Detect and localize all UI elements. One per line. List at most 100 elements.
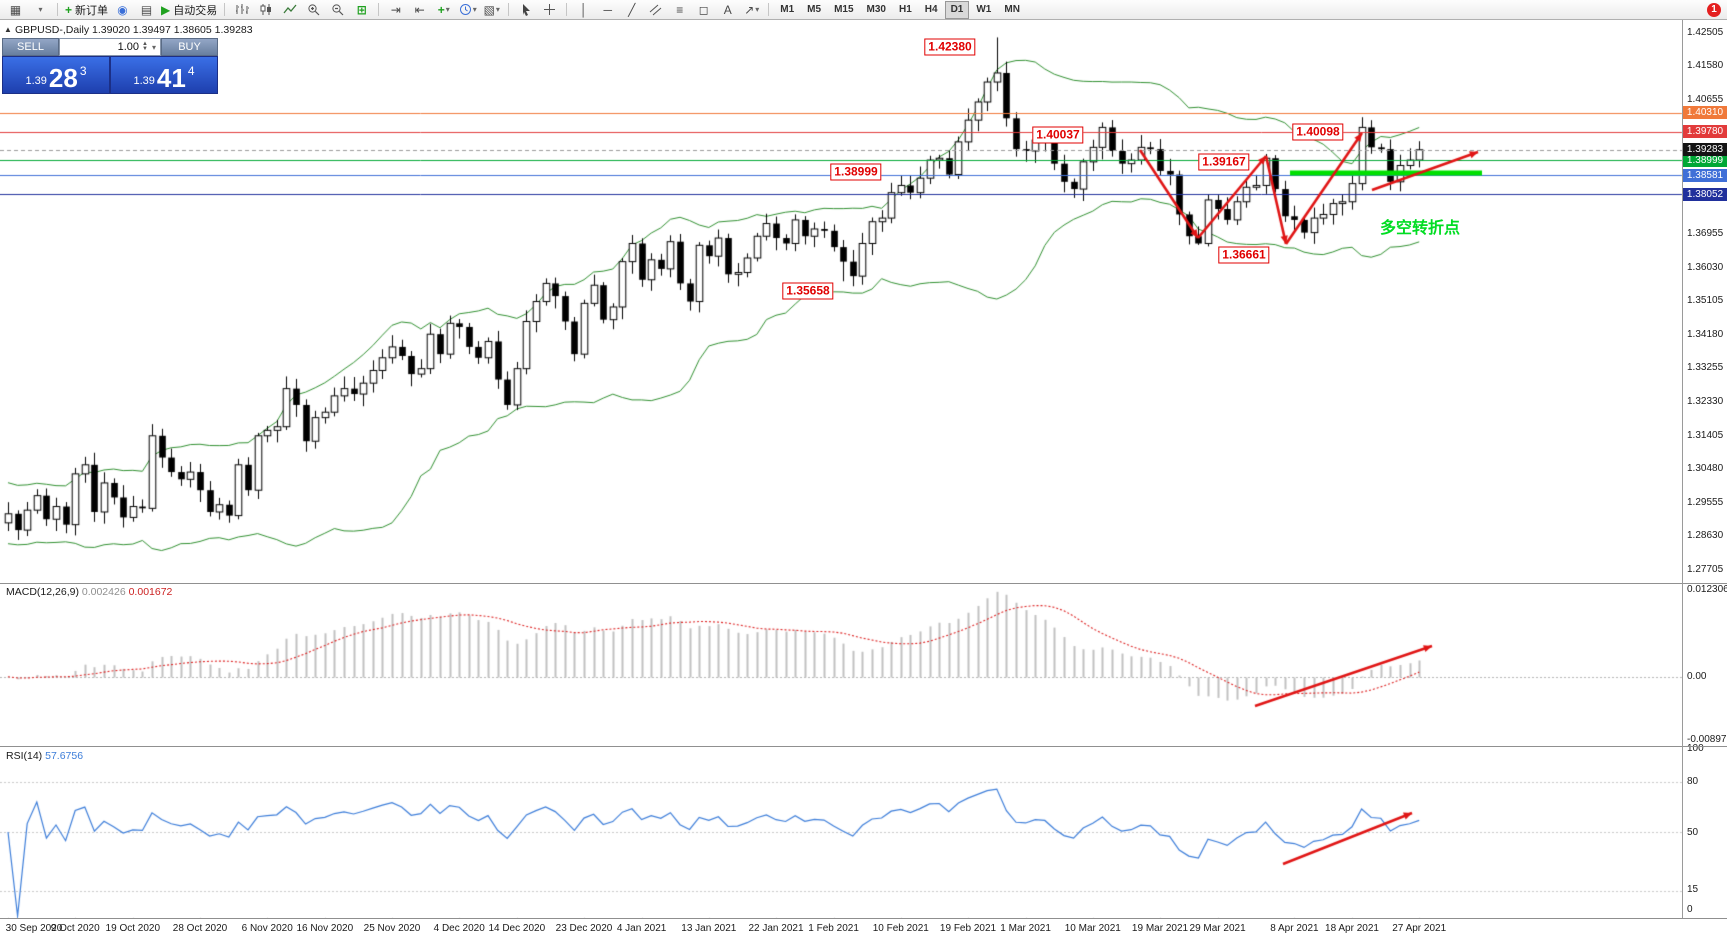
panel-separator[interactable] (0, 583, 1727, 584)
chart-window-icon[interactable]: ▦ (9, 2, 22, 17)
tf-button-m5[interactable]: M5 (807, 3, 822, 15)
rsi-axis-label: 15 (1687, 884, 1699, 895)
time-axis-label: 8 Apr 2021 (1270, 923, 1319, 934)
volume-value: 1.00 (117, 41, 140, 53)
chart-shift-icon[interactable]: ⇤ (414, 2, 425, 17)
time-axis-label: 23 Dec 2020 (555, 923, 613, 934)
rsi-label: RSI(14) (6, 750, 43, 762)
time-axis-label: 19 Oct 2020 (105, 923, 161, 934)
sell-price-display[interactable]: 1.39 28 3 (2, 56, 110, 94)
vertical-line-icon[interactable]: │ (580, 2, 588, 17)
new-order-icon: + (65, 2, 73, 17)
channel-icon[interactable] (644, 1, 667, 18)
data-window-icon[interactable]: ▤ (140, 2, 153, 17)
tf-button-h4[interactable]: H4 (924, 3, 938, 15)
crosshair-icon[interactable] (538, 1, 561, 18)
price-callout[interactable]: 1.35658 (782, 282, 834, 300)
toolbar-separator (378, 3, 380, 16)
indicators-button[interactable]: + ▾ (437, 2, 450, 17)
time-axis-label: 30 Sep 2020 (5, 923, 63, 934)
text-icon[interactable]: A (723, 2, 732, 17)
rsi-axis-label: 100 (1687, 743, 1704, 754)
volume-stepper-icon[interactable]: ▲ ▼ (142, 41, 148, 52)
tile-windows-icon[interactable]: ⊞ (356, 2, 367, 17)
volume-input[interactable]: 1.00 ▲ ▼ ▾ (59, 38, 161, 56)
chart-note-text[interactable]: 多空转折点 (1380, 220, 1461, 237)
time-axis-label: 19 Mar 2021 (1131, 923, 1189, 934)
tf-button-w1[interactable]: W1 (976, 3, 992, 15)
price-callout[interactable]: 1.40037 (1032, 126, 1084, 144)
time-axis-label: 1 Mar 2021 (1000, 923, 1051, 934)
periods-icon (459, 4, 471, 15)
time-axis-label: 4 Dec 2020 (433, 923, 485, 934)
toolbar-separator (224, 3, 226, 16)
buy-price-sup: 4 (187, 64, 195, 78)
price-callout[interactable]: 1.39167 (1198, 153, 1250, 171)
toolbar-separator (508, 3, 510, 16)
tf-button-m15[interactable]: M15 (834, 3, 854, 15)
horizontal-line-icon[interactable]: ─ (603, 2, 612, 17)
rsi-axis-label: 50 (1687, 827, 1699, 838)
market-watch-icon[interactable]: ◉ (117, 2, 128, 17)
one-click-toggle-icon[interactable]: ▲ (4, 25, 12, 34)
time-axis-label: 13 Jan 2021 (681, 923, 737, 934)
main-toolbar: ▦ ▾ + 新订单 ◉ ▤ ▶ 自动交易 ⊞ ⇥ ⇤ + ▾ ▾ ▧ ▾ │ ─ ╱ (0, 0, 1727, 20)
bar-chart-icon[interactable] (230, 1, 253, 18)
time-axis-label: 10 Feb 2021 (872, 923, 929, 934)
sell-price-big: 28 (48, 63, 78, 93)
tf-button-mn[interactable]: MN (1004, 3, 1020, 15)
buy-price-display[interactable]: 1.39 41 4 (110, 56, 218, 94)
time-axis-label: 16 Nov 2020 (296, 923, 354, 934)
auto-scroll-icon[interactable]: ⇥ (390, 2, 401, 17)
rsi-axis-label: 80 (1687, 776, 1699, 787)
price-axis-separator (1682, 20, 1683, 918)
macd-signal-value: 0.001672 (128, 586, 173, 598)
chart-window-dropdown-icon[interactable]: ▾ (38, 5, 43, 14)
buy-price-big: 41 (156, 63, 186, 93)
trendline-icon[interactable]: ╱ (628, 2, 636, 17)
periods-button[interactable]: ▾ (456, 1, 479, 18)
time-axis-label: 22 Jan 2021 (748, 923, 804, 934)
time-axis-label: 28 Oct 2020 (172, 923, 228, 934)
tf-button-h1[interactable]: H1 (898, 3, 912, 15)
sell-button[interactable]: SELL (2, 38, 59, 56)
autotrade-button[interactable]: ▶ 自动交易 (159, 1, 219, 18)
templates-button[interactable]: ▧ ▾ (483, 2, 500, 17)
price-callout[interactable]: 1.36661 (1218, 246, 1270, 264)
zoom-out-icon[interactable] (326, 1, 349, 18)
tf-button-m30[interactable]: M30 (866, 3, 886, 15)
zoom-in-icon[interactable] (302, 1, 325, 18)
macd-axis-label: 0.012306 (1687, 584, 1727, 595)
macd-main-value: 0.002426 (81, 586, 126, 598)
time-axis-label: 9 Oct 2020 (50, 923, 100, 934)
panel-separator[interactable] (0, 746, 1727, 747)
cursor-icon[interactable] (514, 1, 537, 18)
sell-price-sup: 3 (79, 64, 87, 78)
price-callout[interactable]: 1.40098 (1292, 123, 1344, 141)
volume-dropdown-icon[interactable]: ▾ (151, 42, 156, 52)
new-order-button[interactable]: + 新订单 (63, 1, 110, 18)
fibonacci-icon[interactable]: ≡ (676, 2, 684, 17)
tf-button-d1[interactable]: D1 (944, 0, 970, 19)
line-chart-icon[interactable] (278, 1, 301, 18)
notification-badge[interactable]: 1 (1707, 2, 1721, 17)
tf-button-m1[interactable]: M1 (780, 3, 795, 15)
one-click-trade-panel: SELL 1.00 ▲ ▼ ▾ BUY 1.39 28 3 1.39 41 4 (2, 38, 218, 94)
price-callout[interactable]: 1.38999 (830, 163, 882, 181)
candlestick-icon[interactable] (254, 1, 277, 18)
macd-label-row: MACD(12,26,9) 0.002426 0.001672 (6, 586, 172, 598)
time-axis-label: 19 Feb 2021 (939, 923, 997, 934)
buy-button[interactable]: BUY (161, 38, 218, 56)
time-axis-label: 4 Jan 2021 (616, 923, 667, 934)
arrow-tool-icon[interactable]: ↗ ▾ (744, 2, 760, 17)
time-axis-label: 25 Nov 2020 (363, 923, 421, 934)
time-axis-label: 14 Dec 2020 (488, 923, 546, 934)
time-axis-label: 6 Nov 2020 (241, 923, 293, 934)
shapes-icon[interactable]: ◻ (698, 2, 709, 17)
new-order-label: 新订单 (75, 4, 109, 17)
price-callout[interactable]: 1.42380 (924, 38, 976, 56)
macd-label: MACD(12,26,9) (6, 586, 79, 598)
time-axis-label: 27 Apr 2021 (1392, 923, 1447, 934)
